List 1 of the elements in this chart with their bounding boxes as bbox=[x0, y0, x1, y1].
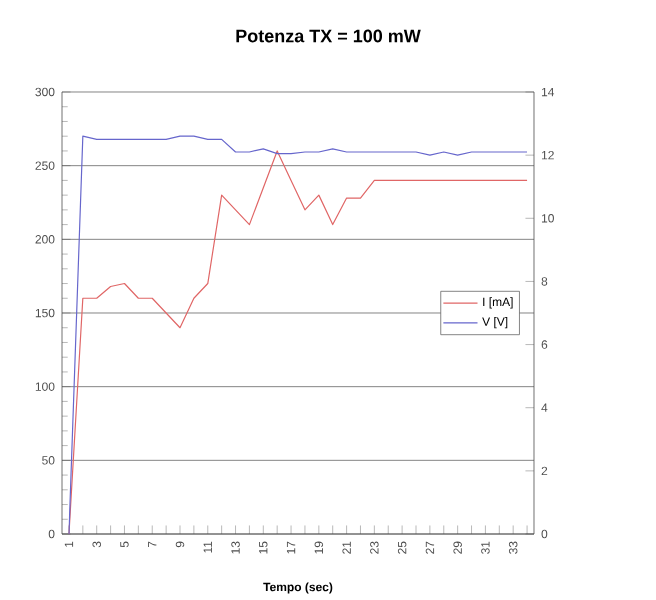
chart-title: Potenza TX = 100 mW bbox=[236, 29, 421, 43]
